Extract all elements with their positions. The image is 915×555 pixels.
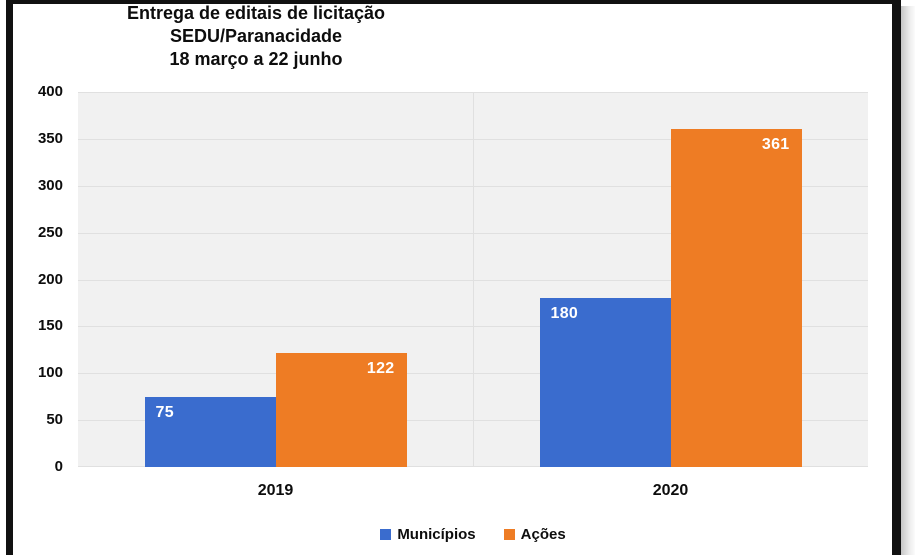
y-tick-label-350: 350 (37, 129, 63, 147)
gridline-x-divider (473, 92, 474, 467)
y-tick-label-200: 200 (37, 270, 63, 288)
legend-swatch-acoes-icon (503, 528, 515, 540)
legend: Municípios Ações (78, 521, 868, 547)
bar-municipios-2019: 75 (144, 396, 276, 467)
legend-swatch-municipios-icon (380, 528, 392, 540)
x-tick-label-2020: 2020 (652, 482, 689, 499)
chart-title-line3: 18 março a 22 junho (169, 49, 343, 69)
legend-item-municipios: Municípios (380, 525, 476, 543)
chart-title-line1: Entrega de editais de licitação (126, 3, 386, 23)
chart-title: Entrega de editais de licitação SEDU/Par… (40, 2, 472, 71)
chart-title-line2: SEDU/Paranacidade (169, 26, 343, 46)
y-tick-label-0: 0 (54, 458, 63, 475)
plot-area: 75 122 180 361 (78, 92, 868, 467)
y-tick-label-50: 50 (46, 411, 63, 429)
data-label-2019-municipios: 75 (155, 403, 174, 421)
data-label-2019-acoes: 122 (366, 359, 395, 377)
y-tick-label-100: 100 (37, 364, 63, 382)
bar-municipios-2020: 180 (539, 298, 671, 467)
y-tick-label-300: 300 (37, 176, 63, 194)
y-tick-label-150: 150 (37, 317, 63, 335)
data-label-2020-acoes: 361 (761, 135, 790, 153)
frame-shadow (901, 6, 915, 555)
data-label-2020-municipios: 180 (550, 305, 579, 323)
bar-acoes-2019: 122 (275, 352, 407, 467)
y-tick-label-250: 250 (37, 223, 63, 241)
legend-label-municipios: Municípios (397, 525, 476, 543)
bar-acoes-2020: 361 (670, 128, 802, 467)
legend-label-acoes: Ações (520, 525, 566, 543)
y-tick-label-400: 400 (37, 83, 63, 100)
legend-item-acoes: Ações (503, 525, 566, 543)
x-tick-label-2019: 2019 (257, 482, 294, 499)
